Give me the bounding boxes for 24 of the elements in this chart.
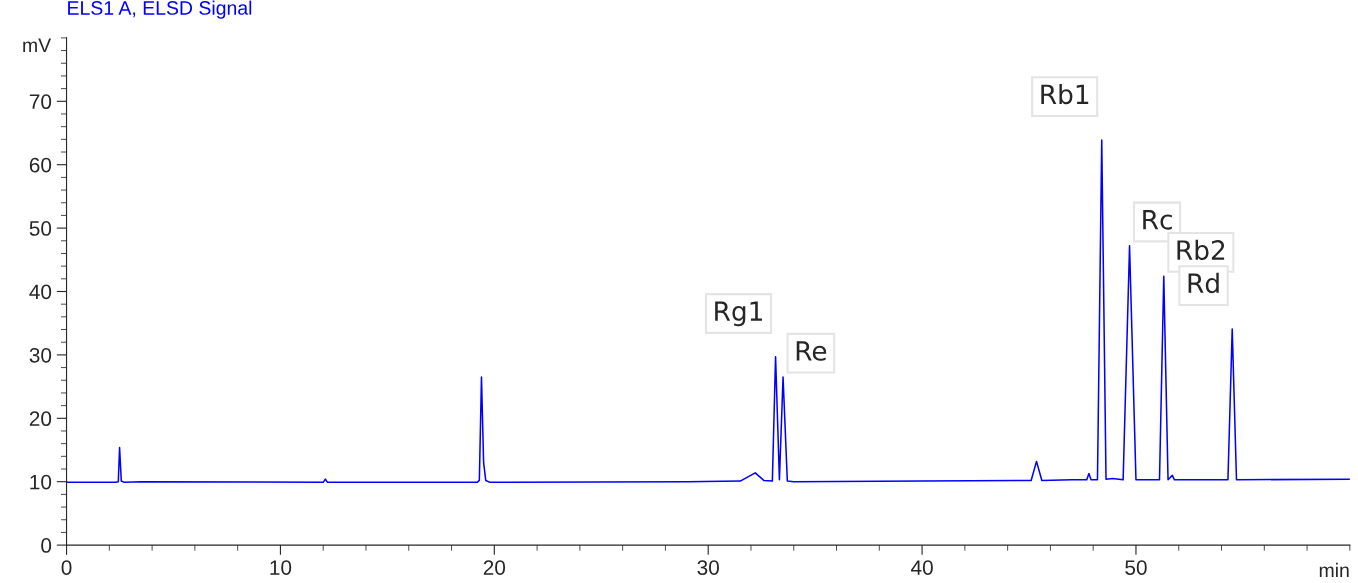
y-tick-label: 70 bbox=[29, 94, 52, 110]
x-tick-label: 20 bbox=[483, 560, 506, 575]
y-tick-label: 0 bbox=[41, 538, 52, 553]
y-tick-label: 40 bbox=[29, 284, 52, 300]
y-tick-label: 50 bbox=[29, 221, 52, 236]
annotation: Re bbox=[796, 341, 827, 361]
line-series bbox=[66, 139, 1350, 484]
annotation: Rd bbox=[1188, 272, 1219, 294]
annotation: Rb2 bbox=[1177, 239, 1225, 261]
y-axis-title: mV bbox=[23, 38, 52, 52]
annotation: Rb1 bbox=[1041, 83, 1089, 105]
x-tick-label: 50 bbox=[1125, 560, 1147, 575]
x-tick-label: 10 bbox=[270, 560, 292, 575]
chart-title: ELS1 A, ELSD Signal bbox=[68, 0, 252, 19]
y-tick-label: 60 bbox=[29, 157, 52, 173]
x-tick-label: 0 bbox=[61, 560, 72, 575]
x-axis-title: min bbox=[1319, 562, 1349, 577]
x-tick-label: 40 bbox=[910, 560, 933, 575]
y-tick-label: 30 bbox=[29, 347, 52, 363]
y-tick-label: 20 bbox=[29, 411, 52, 427]
x-tick-label: 30 bbox=[697, 560, 719, 575]
annotation: Rg1 bbox=[715, 301, 763, 327]
y-tick-label: 10 bbox=[30, 474, 52, 490]
annotation: Rc bbox=[1143, 210, 1172, 230]
